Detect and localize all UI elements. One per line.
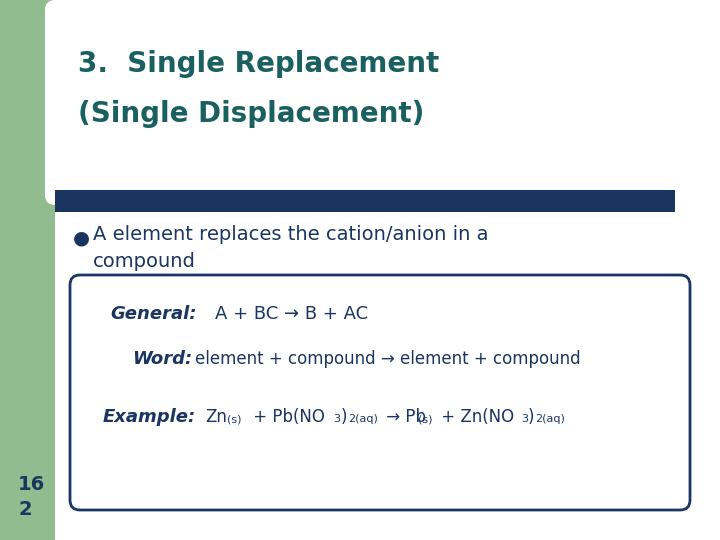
Text: + Zn(NO: + Zn(NO [436, 408, 514, 426]
Text: General:: General: [110, 305, 197, 323]
Text: ): ) [528, 408, 534, 426]
Text: 2(aq): 2(aq) [535, 414, 565, 424]
Bar [0, 0, 55, 540]
Text: 2: 2 [18, 500, 32, 519]
FancyBboxPatch shape [45, 0, 720, 205]
Text: element + compound → element + compound: element + compound → element + compound [195, 350, 580, 368]
Text: + Pb(NO: + Pb(NO [248, 408, 325, 426]
Text: 3: 3 [333, 414, 340, 424]
Text: compound: compound [93, 252, 196, 271]
Text: A + BC → B + AC: A + BC → B + AC [215, 305, 368, 323]
Text: 16: 16 [18, 475, 45, 494]
Text: 2(aq): 2(aq) [348, 414, 378, 424]
Text: Word:: Word: [132, 350, 192, 368]
FancyBboxPatch shape [70, 275, 690, 510]
Text: A element replaces the cation/anion in a: A element replaces the cation/anion in a [93, 225, 488, 244]
Text: (Single Displacement): (Single Displacement) [78, 100, 424, 128]
Text: → Pb: → Pb [381, 408, 426, 426]
Text: 3.  Single Replacement: 3. Single Replacement [78, 50, 439, 78]
Text: (s): (s) [418, 414, 433, 424]
Text: 3: 3 [521, 414, 528, 424]
Text: Zn: Zn [205, 408, 227, 426]
Bar [55, 0, 250, 160]
Bar [55, 190, 675, 212]
Text: ): ) [341, 408, 348, 426]
Text: Example:: Example: [103, 408, 197, 426]
Text: ●: ● [73, 228, 90, 247]
Text: (s): (s) [227, 414, 241, 424]
